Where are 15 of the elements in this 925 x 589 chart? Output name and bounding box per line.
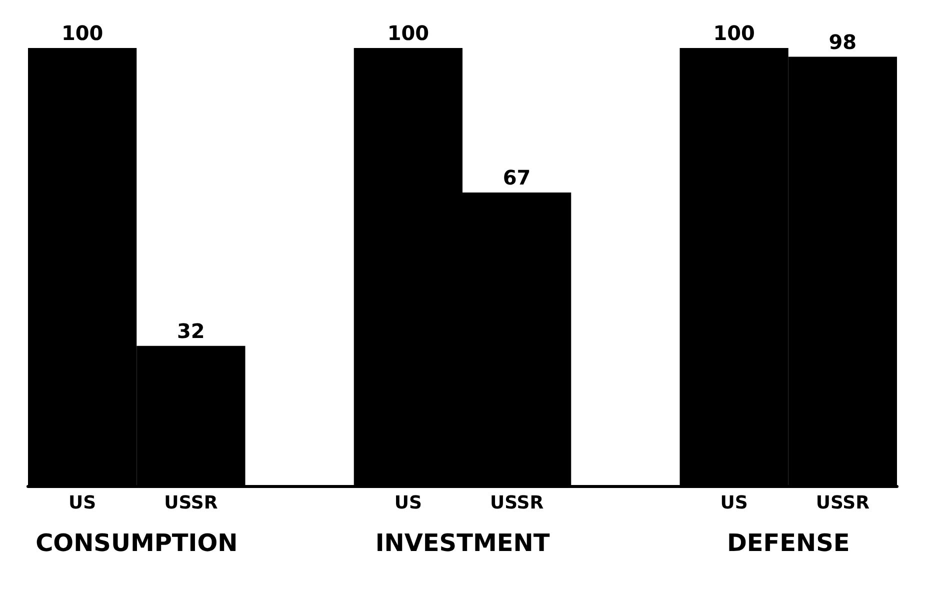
data-label: 32 bbox=[177, 318, 205, 343]
data-label: 67 bbox=[502, 166, 531, 190]
data-label: 98 bbox=[828, 30, 857, 54]
data-label: 100 bbox=[61, 21, 104, 45]
x-tick-label: US bbox=[394, 492, 422, 514]
text: INVESTMENT bbox=[375, 529, 550, 557]
x-tick-label: US bbox=[68, 492, 96, 514]
text: CONSUMPTION bbox=[36, 529, 238, 557]
x-tick-label: US bbox=[720, 492, 748, 514]
data-label: 100 bbox=[387, 21, 430, 45]
x-tick-label: USSR bbox=[816, 492, 870, 514]
text: DEFENSE bbox=[726, 529, 850, 557]
x-tick-label: USSR bbox=[490, 492, 544, 514]
x-tick-label: USSR bbox=[164, 492, 218, 514]
data-label: 100 bbox=[713, 21, 755, 45]
